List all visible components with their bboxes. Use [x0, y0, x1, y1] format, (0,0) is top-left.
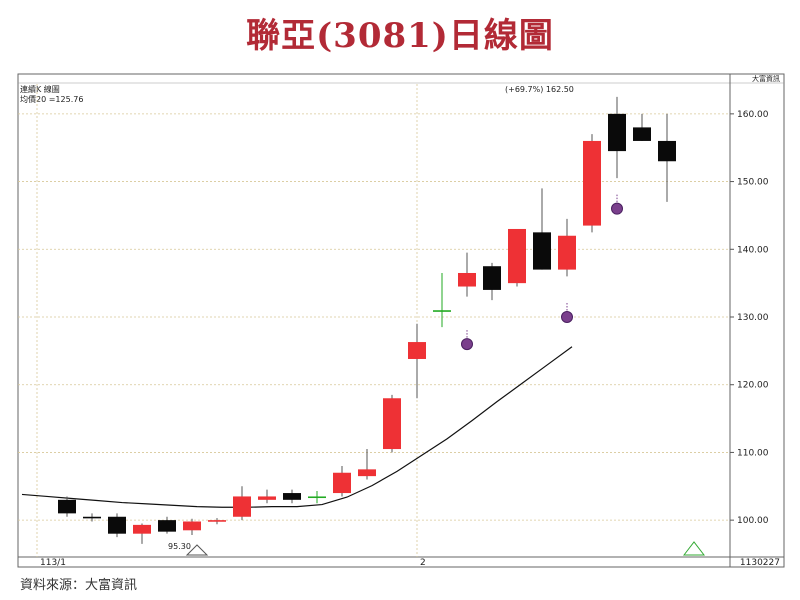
marker-dot [561, 311, 573, 323]
candle [108, 513, 126, 538]
candle-body [233, 496, 251, 517]
candle [333, 465, 351, 497]
candle-body [433, 310, 451, 312]
candle [308, 491, 326, 504]
candle [558, 218, 576, 277]
candle-body [83, 516, 101, 519]
candle [608, 96, 626, 179]
y-tick-label: 100.00 [737, 516, 769, 526]
candle [233, 486, 251, 521]
ma-value-label: 均價20 =125.76 [20, 94, 83, 104]
marker-layer [461, 194, 623, 351]
y-tick-label: 140.00 [737, 245, 769, 255]
y-tick-layer: 100.00 110.00 120.00 130.00 140.00 150.00 160.… [730, 110, 769, 526]
ma20-line [21, 346, 573, 508]
x-tick-label: 1130227 [740, 558, 780, 568]
y-tick-label: 130.00 [737, 313, 769, 323]
candle-body [458, 272, 476, 287]
plot-frame [17, 73, 785, 568]
source-note: 資料來源：大富資訊 [20, 578, 138, 593]
candle-body [608, 113, 626, 152]
candle [458, 252, 476, 297]
candle-body [483, 266, 501, 290]
candle [533, 188, 551, 270]
y-tick-label: 150.00 [737, 178, 769, 188]
candle [283, 489, 301, 504]
header-right-label: 大富資訊 [752, 74, 780, 83]
candle [433, 272, 451, 328]
candle [483, 262, 501, 301]
candle-body [583, 140, 601, 226]
ma-layer [21, 346, 573, 508]
candle-body [358, 469, 376, 477]
candle-body [408, 342, 426, 359]
candle-body [558, 235, 576, 270]
header-left-label: 連續K 線圖 [20, 84, 60, 94]
y-tick-label: 110.00 [737, 448, 769, 458]
y-tick-label: 120.00 [737, 381, 769, 391]
candle [183, 518, 201, 536]
right-triangle-icon [682, 541, 706, 556]
x-tick-layer: 113/1 2 1130227 [40, 558, 780, 568]
high-annotation: (+69.7%) 162.50 [505, 85, 574, 94]
marker-dot [461, 338, 473, 351]
candle [583, 134, 601, 233]
grid-layer [18, 84, 730, 557]
candle-body [58, 499, 76, 514]
candle-body [158, 520, 176, 532]
low-triangle-icon [185, 544, 209, 556]
candle [58, 496, 76, 517]
x-tick-label: 2 [420, 558, 426, 568]
candle-body [183, 521, 201, 531]
candle [208, 518, 226, 525]
candle-body [108, 516, 126, 534]
candle-body [633, 127, 651, 141]
candle-layer [58, 96, 676, 544]
candle-body [308, 496, 326, 499]
candle [508, 228, 526, 287]
candle-body [283, 493, 301, 500]
candle [133, 523, 151, 544]
candle-body [208, 520, 226, 522]
candle-body [383, 398, 401, 450]
chart-title: 聯亞(3081)日線圖 [246, 16, 554, 56]
candle-body [133, 524, 151, 534]
x-tick-label: 113/1 [40, 558, 66, 568]
y-tick-label: 160.00 [737, 110, 769, 120]
candle-body [333, 472, 351, 494]
candle [633, 113, 651, 141]
low-annotation: 95.30 [168, 542, 191, 551]
candle-body [658, 140, 676, 162]
candle [258, 489, 276, 504]
candle [158, 516, 176, 534]
candle [383, 394, 401, 453]
candle [83, 513, 101, 522]
candle-body [508, 228, 526, 284]
candle [408, 323, 426, 399]
candle [658, 113, 676, 202]
candle [358, 449, 376, 480]
candle-body [258, 496, 276, 500]
marker-dot [611, 202, 623, 215]
candle-body [533, 232, 551, 270]
